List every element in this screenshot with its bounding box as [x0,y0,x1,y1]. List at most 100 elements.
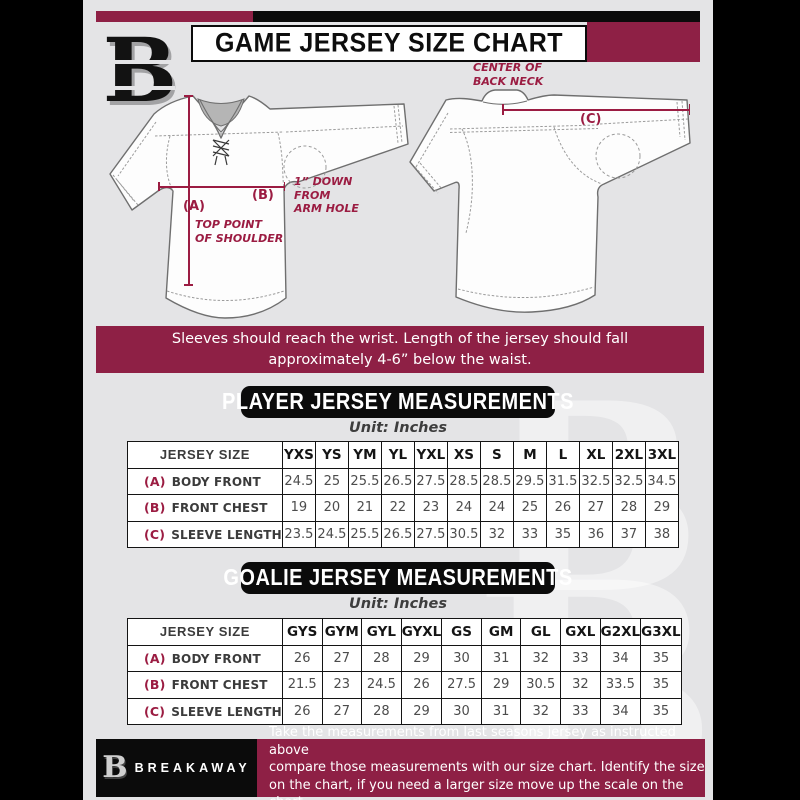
size-cell: GYXL [400,618,443,646]
size-cell: S [479,441,514,469]
value-cell: 24.5 [281,467,316,495]
value-cell: 30.5 [446,520,481,548]
value-cell: 32.5 [578,467,613,495]
value-cell: 23.5 [281,520,316,548]
label-b-key: (B) [252,188,274,203]
value-cell: 26 [281,644,323,672]
value-cell: 26.5 [380,520,415,548]
size-cell: XL [578,441,613,469]
value-cell: 27 [321,644,363,672]
label-a-key: (A) [183,199,205,214]
value-cell: 32 [520,697,562,725]
value-cell: 21 [347,494,382,522]
value-cell: 27 [321,697,363,725]
measurement-label-cell: (B) FRONT CHEST [127,494,283,522]
value-cell: 29 [400,697,443,725]
footer-brand-name: BREAKAWAY [134,761,251,775]
measurement-row: (A) BODY FRONT 24.5 25 25.5 26.5 27.5 28.5 28.5 2… [127,467,679,495]
right-black-sidebar [713,0,800,800]
size-cell: YXS [281,441,316,469]
value-cell: 25 [512,494,547,522]
value-cell: 33 [560,644,601,672]
collar-laces [212,139,230,166]
footer-line-3: on the chart, if you need a larger size … [269,777,684,800]
measure-line-c [502,109,690,111]
value-cell: 25.5 [347,520,382,548]
measure-line-a [188,95,190,285]
jersey-size-header-cell: JERSEY SIZE [127,441,283,469]
footer-instructions: Take the measurements from last seasons … [257,725,705,800]
value-cell: 24 [446,494,481,522]
size-header-row: JERSEY SIZE YXS YS YM YL YXL XS S M L XL 2XL 3XL [127,441,679,469]
measurement-label-cell: (A) BODY FRONT [127,467,283,495]
size-cell: GYL [361,618,402,646]
value-cell: 32 [520,644,562,672]
measurement-row: (C) SLEEVE LENGTH 23.5 24.5 25.5 26.5 27.5 30.5… [127,520,679,548]
value-cell: 37 [611,520,646,548]
value-cell: 24.5 [361,671,402,699]
header-black-strip [253,11,700,22]
value-cell: 27 [578,494,613,522]
value-cell: 31.5 [545,467,580,495]
value-cell: 25.5 [347,467,382,495]
value-cell: 30 [441,697,482,725]
value-cell: 24.5 [314,520,349,548]
footer-brand-box: B BREAKAWAY [96,739,257,797]
value-cell: 29 [400,644,443,672]
label-c-text: CENTER OF BACK NECK [473,61,544,88]
measurement-label-cell: (C) SLEEVE LENGTH [127,697,283,725]
value-cell: 29 [480,671,522,699]
value-cell: 34 [599,644,642,672]
value-cell: 28.5 [479,467,514,495]
value-cell: 33 [512,520,547,548]
size-cell: G2XL [599,618,642,646]
measurement-label-cell: (B) FRONT CHEST [127,671,283,699]
measure-line-a-bottom-tick [184,284,193,286]
value-cell: 29.5 [512,467,547,495]
footer-line-2: compare those measurements with our size… [269,760,705,776]
value-cell: 30 [441,644,482,672]
size-cell: YS [314,441,349,469]
value-cell: 22 [380,494,415,522]
size-cell: M [512,441,547,469]
value-cell: 26 [281,697,323,725]
label-a-text: TOP POINT OF SHOULDER [195,218,284,245]
value-cell: 32 [479,520,514,548]
size-cell: XS [446,441,481,469]
measure-line-b-left-tick [158,182,160,191]
size-cell: GYS [281,618,323,646]
value-cell: 23 [413,494,448,522]
value-cell: 35 [640,671,682,699]
notice-line-2: approximately 4-6” below the waist. [268,351,532,368]
value-cell: 24 [479,494,514,522]
size-cell: GXL [560,618,601,646]
goalie-unit-label: Unit: Inches [349,596,447,612]
value-cell: 28 [611,494,646,522]
breakaway-logo-icon: B [102,18,178,122]
measurement-row: (B) FRONT CHEST 19 20 21 22 23 24 24 25 26 27 28 29 [127,494,679,522]
size-cell: GM [480,618,522,646]
value-cell: 29 [644,494,679,522]
measure-line-b-right-tick [283,182,285,191]
measure-line-a-top-tick [184,95,193,97]
value-cell: 28 [361,697,402,725]
content-area: B B GAME JERSEY SIZE CHART B [83,0,713,800]
size-cell: YXL [413,441,448,469]
size-header-row: JERSEY SIZE GYS GYM GYL GYXL GS GM GL GXL G2XL G3X… [127,618,682,646]
size-cell: GS [441,618,482,646]
value-cell: 26 [400,671,443,699]
page-title: GAME JERSEY SIZE CHART [214,27,564,59]
notice-banner: Sleeves should reach the wrist. Length o… [96,326,704,373]
label-c-key: (C) [580,112,602,127]
size-cell: YL [380,441,415,469]
size-cell: G3XL [640,618,682,646]
title-bar: GAME JERSEY SIZE CHART [191,25,587,62]
value-cell: 21.5 [281,671,323,699]
value-cell: 20 [314,494,349,522]
value-cell: 27.5 [413,520,448,548]
footer-line-1: Take the measurements from last seasons … [269,725,676,758]
player-measurements-table: JERSEY SIZE YXS YS YM YL YXL XS S M L XL 2XL 3XL (A) B… [127,441,679,548]
size-cell: GYM [321,618,363,646]
value-cell: 27.5 [441,671,482,699]
measure-line-c-right-tick [688,104,690,115]
